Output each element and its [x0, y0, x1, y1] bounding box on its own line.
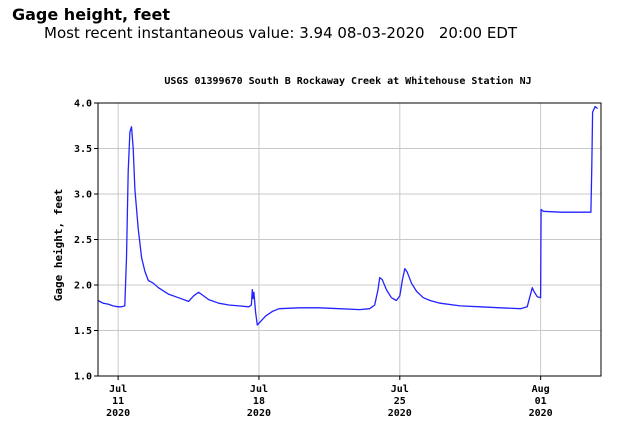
x-tick-label: Jul [109, 384, 127, 395]
y-tick-label: 2.0 [74, 281, 92, 292]
y-tick-label: 2.5 [74, 235, 92, 246]
x-tick-label: 25 [394, 396, 406, 407]
x-tick-label: 2020 [247, 408, 271, 419]
x-tick-label: Jul [391, 384, 409, 395]
x-tick-label: 11 [112, 396, 124, 407]
chart-title: USGS 01399670 South B Rockaway Creek at … [164, 75, 531, 87]
x-tick-label: 2020 [106, 408, 130, 419]
y-axis-label: Gage height, feet [52, 189, 65, 302]
series-line [97, 105, 598, 326]
y-tick-label: 3.5 [74, 144, 92, 155]
y-tick-label: 4.0 [74, 99, 92, 110]
series-layer [97, 105, 598, 326]
y-tick-label: 1.5 [74, 326, 92, 337]
x-tick-label: 2020 [388, 408, 412, 419]
latest-value-text: Most recent instantaneous value: 3.94 08… [44, 24, 518, 42]
plot-frame [97, 102, 602, 377]
x-tick-label: 2020 [529, 408, 553, 419]
x-tick-label: 01 [535, 396, 547, 407]
x-tick-label: Aug [532, 384, 550, 395]
y-tick-label: 3.0 [74, 190, 92, 201]
x-tick-label: 18 [253, 396, 265, 407]
y-axis-ticks: 1.0 1.5 2.0 2.5 3.0 3.5 4.0 [74, 99, 98, 383]
grid [98, 102, 601, 377]
page-title: Gage height, feet [12, 5, 170, 24]
y-tick-label: 1.0 [74, 372, 92, 383]
x-tick-label: Jul [250, 384, 268, 395]
